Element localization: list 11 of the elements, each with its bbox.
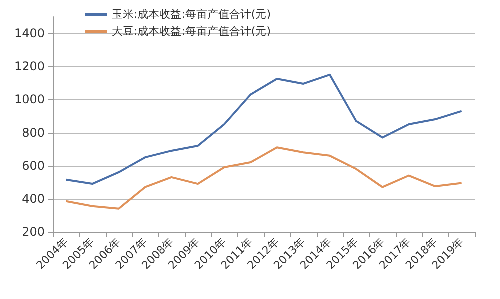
y-tick-label: 400 (22, 192, 45, 206)
legend-label: 大豆:成本收益:每亩产值合计(元) (112, 25, 271, 38)
y-tick-label: 1000 (14, 92, 45, 107)
y-tick-label: 800 (22, 126, 45, 140)
y-tick-label: 200 (22, 225, 45, 239)
y-tick-label: 1400 (14, 26, 45, 41)
line-series (65, 146, 463, 210)
y-tick-label: 1200 (14, 60, 45, 74)
legend-label: 玉米:成本收益:每亩产值合计(元) (112, 8, 271, 21)
y-tick-label: 600 (22, 158, 45, 173)
line-series (65, 74, 463, 186)
